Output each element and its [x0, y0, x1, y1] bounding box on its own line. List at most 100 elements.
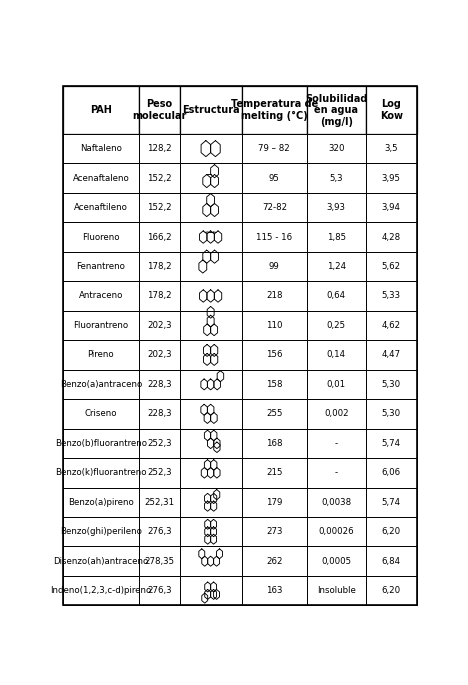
Text: PAH: PAH: [90, 105, 112, 115]
Bar: [63, 193, 139, 223]
Text: 156: 156: [266, 351, 283, 360]
Text: 228,3: 228,3: [147, 410, 172, 419]
Text: 178,2: 178,2: [147, 262, 172, 271]
Bar: [63, 370, 139, 399]
Bar: [366, 134, 417, 163]
Bar: [180, 488, 241, 517]
Bar: [307, 340, 366, 370]
Bar: [180, 252, 241, 282]
Text: Acenaftaleno: Acenaftaleno: [73, 173, 129, 183]
Bar: [307, 399, 366, 429]
Bar: [63, 311, 139, 340]
Text: Benzo(a)pireno: Benzo(a)pireno: [68, 498, 134, 507]
Bar: [307, 252, 366, 282]
Text: Antraceno: Antraceno: [79, 292, 123, 301]
Text: Benzo(k)fluorantreno: Benzo(k)fluorantreno: [55, 469, 146, 477]
Text: 72-82: 72-82: [262, 203, 287, 212]
Text: 110: 110: [266, 321, 283, 330]
Text: -: -: [335, 439, 338, 448]
Bar: [139, 163, 180, 193]
Bar: [63, 458, 139, 488]
Text: 0,64: 0,64: [327, 292, 346, 301]
Text: 252,3: 252,3: [147, 469, 172, 477]
Text: Insoluble: Insoluble: [317, 586, 356, 595]
Bar: [180, 86, 241, 134]
Bar: [139, 370, 180, 399]
Bar: [307, 311, 366, 340]
Text: Naftaleno: Naftaleno: [80, 144, 122, 153]
Text: 276,3: 276,3: [147, 527, 172, 536]
Text: 5,3: 5,3: [329, 173, 343, 183]
Text: 320: 320: [328, 144, 344, 153]
Text: 1,24: 1,24: [327, 262, 346, 271]
Text: Temperatura de
melting (°C): Temperatura de melting (°C): [231, 99, 318, 121]
Bar: [307, 193, 366, 223]
Text: 6,06: 6,06: [381, 469, 401, 477]
Bar: [139, 340, 180, 370]
Text: 228,3: 228,3: [147, 380, 172, 389]
Bar: [366, 86, 417, 134]
Bar: [139, 399, 180, 429]
Text: 168: 168: [266, 439, 283, 448]
Bar: [241, 399, 307, 429]
Text: 5,74: 5,74: [381, 439, 401, 448]
Bar: [241, 86, 307, 134]
Text: 0,00026: 0,00026: [319, 527, 354, 536]
Text: 115 - 16: 115 - 16: [256, 232, 292, 242]
Bar: [307, 488, 366, 517]
Text: 166,2: 166,2: [147, 232, 172, 242]
Bar: [63, 340, 139, 370]
Text: 3,93: 3,93: [327, 203, 346, 212]
Bar: [366, 282, 417, 311]
Bar: [180, 458, 241, 488]
Text: 0,002: 0,002: [324, 410, 349, 419]
Bar: [307, 458, 366, 488]
Text: 202,3: 202,3: [147, 321, 172, 330]
Text: Fluorantreno: Fluorantreno: [73, 321, 129, 330]
Bar: [180, 370, 241, 399]
Text: Peso
molecular: Peso molecular: [132, 99, 187, 121]
Text: 128,2: 128,2: [147, 144, 172, 153]
Bar: [139, 134, 180, 163]
Text: 178,2: 178,2: [147, 292, 172, 301]
Bar: [180, 223, 241, 252]
Bar: [366, 252, 417, 282]
Text: 5,74: 5,74: [381, 498, 401, 507]
Bar: [366, 370, 417, 399]
Bar: [63, 252, 139, 282]
Bar: [139, 223, 180, 252]
Text: 5,30: 5,30: [381, 380, 401, 389]
Bar: [139, 488, 180, 517]
Text: 79 – 82: 79 – 82: [258, 144, 290, 153]
Bar: [139, 86, 180, 134]
Bar: [366, 458, 417, 488]
Bar: [241, 370, 307, 399]
Bar: [139, 311, 180, 340]
Text: Pireno: Pireno: [88, 351, 114, 360]
Bar: [241, 517, 307, 547]
Text: 6,20: 6,20: [381, 527, 401, 536]
Bar: [241, 458, 307, 488]
Bar: [307, 134, 366, 163]
Text: 152,2: 152,2: [147, 203, 172, 212]
Bar: [241, 576, 307, 606]
Bar: [307, 370, 366, 399]
Text: Acenaftileno: Acenaftileno: [74, 203, 128, 212]
Bar: [307, 282, 366, 311]
Text: 3,5: 3,5: [384, 144, 398, 153]
Text: 95: 95: [269, 173, 280, 183]
Text: Benzo(ghi)perileno: Benzo(ghi)perileno: [60, 527, 142, 536]
Bar: [241, 429, 307, 458]
Bar: [366, 193, 417, 223]
Bar: [241, 340, 307, 370]
Text: 0,01: 0,01: [327, 380, 346, 389]
Text: 3,95: 3,95: [382, 173, 401, 183]
Bar: [63, 163, 139, 193]
Bar: [307, 517, 366, 547]
Bar: [241, 223, 307, 252]
Bar: [241, 547, 307, 576]
Text: 5,30: 5,30: [381, 410, 401, 419]
Text: 152,2: 152,2: [147, 173, 172, 183]
Bar: [241, 488, 307, 517]
Text: 252,3: 252,3: [147, 439, 172, 448]
